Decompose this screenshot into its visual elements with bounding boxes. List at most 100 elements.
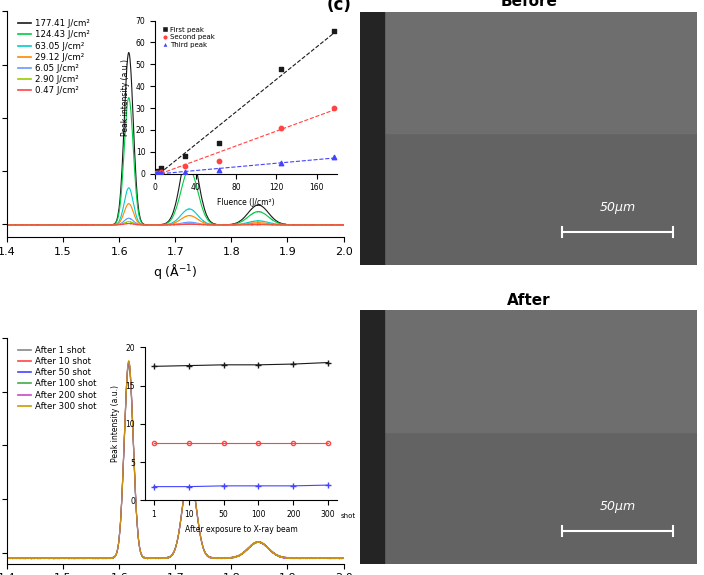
177.41 J/cm² — [296, 221, 305, 228]
177.41 J/cm² — [61, 221, 70, 228]
63.05 J/cm² — [61, 221, 70, 228]
Text: (c): (c) — [327, 0, 351, 14]
Bar — [360, 12, 384, 264]
29.12 J/cm² — [132, 216, 141, 223]
6.05 J/cm² — [125, 214, 133, 221]
After 1 shot — [296, 554, 305, 561]
2.90 J/cm² — [296, 221, 305, 228]
Line: 63.05 J/cm²: 63.05 J/cm² — [7, 187, 344, 225]
0.47 J/cm² — [125, 220, 133, 227]
2.90 J/cm² — [132, 221, 141, 228]
6.05 J/cm² — [32, 221, 41, 228]
6.05 J/cm² — [42, 221, 50, 228]
63.05 J/cm² — [333, 221, 341, 228]
124.43 J/cm² — [132, 191, 141, 198]
177.41 J/cm² — [42, 221, 50, 228]
124.43 J/cm² — [42, 221, 50, 228]
63.05 J/cm² — [296, 221, 305, 228]
After 100 shot — [61, 555, 70, 562]
After 200 shot — [3, 554, 11, 561]
After 1 shot — [3, 554, 11, 561]
6.05 J/cm² — [296, 221, 305, 228]
Bar — [360, 310, 384, 564]
63.05 J/cm² — [32, 221, 41, 228]
After 10 shot — [61, 555, 70, 562]
Line: After 100 shot: After 100 shot — [7, 363, 344, 559]
After 200 shot — [61, 554, 70, 561]
After 50 shot — [339, 554, 348, 561]
177.41 J/cm² — [32, 221, 41, 228]
Line: 29.12 J/cm²: 29.12 J/cm² — [7, 204, 344, 225]
After 50 shot — [132, 507, 141, 514]
After 50 shot — [146, 555, 155, 562]
After 300 shot — [21, 555, 30, 562]
After 1 shot — [49, 555, 58, 562]
0.47 J/cm² — [333, 221, 341, 228]
2.90 J/cm² — [42, 221, 50, 228]
0.47 J/cm² — [32, 221, 41, 228]
Text: 50μm: 50μm — [600, 201, 636, 214]
After 200 shot — [15, 555, 24, 562]
After 1 shot — [333, 555, 341, 562]
63.05 J/cm² — [3, 221, 11, 228]
After 50 shot — [296, 555, 305, 562]
After 10 shot — [339, 554, 348, 561]
Title: Before: Before — [501, 0, 557, 9]
After 1 shot — [61, 555, 70, 562]
After 10 shot — [42, 555, 50, 562]
29.12 J/cm² — [296, 221, 305, 228]
Legend: After 1 shot, After 10 shot, After 50 shot, After 100 shot, After 200 shot, Afte: After 1 shot, After 10 shot, After 50 sh… — [15, 343, 99, 414]
After 100 shot — [125, 359, 133, 366]
After 300 shot — [61, 555, 70, 562]
0.47 J/cm² — [61, 221, 70, 228]
124.43 J/cm² — [125, 94, 133, 101]
63.05 J/cm² — [146, 221, 155, 228]
Line: After 300 shot: After 300 shot — [7, 361, 344, 559]
After 300 shot — [146, 555, 155, 562]
After 200 shot — [296, 555, 305, 562]
6.05 J/cm² — [339, 221, 348, 228]
After 50 shot — [42, 555, 50, 562]
After 1 shot — [146, 554, 155, 561]
Line: 2.90 J/cm²: 2.90 J/cm² — [7, 221, 344, 225]
2.90 J/cm² — [125, 218, 133, 225]
Line: 0.47 J/cm²: 0.47 J/cm² — [7, 224, 344, 225]
Line: 177.41 J/cm²: 177.41 J/cm² — [7, 52, 344, 225]
Legend: 177.41 J/cm², 124.43 J/cm², 63.05 J/cm², 29.12 J/cm², 6.05 J/cm², 2.90 J/cm², 0.: 177.41 J/cm², 124.43 J/cm², 63.05 J/cm²,… — [15, 16, 93, 98]
After 50 shot — [333, 555, 341, 562]
After 100 shot — [333, 555, 341, 562]
After 300 shot — [132, 507, 141, 513]
63.05 J/cm² — [132, 213, 141, 220]
Line: After 200 shot: After 200 shot — [7, 361, 344, 559]
2.90 J/cm² — [61, 221, 70, 228]
0.47 J/cm² — [339, 221, 348, 228]
6.05 J/cm² — [146, 221, 155, 228]
After 10 shot — [132, 508, 141, 515]
6.05 J/cm² — [132, 220, 141, 227]
29.12 J/cm² — [339, 221, 348, 228]
After 300 shot — [333, 555, 341, 562]
Line: After 10 shot: After 10 shot — [7, 363, 344, 559]
0.47 J/cm² — [296, 221, 305, 228]
After 1 shot — [339, 554, 348, 561]
Title: After: After — [507, 293, 551, 308]
After 50 shot — [65, 555, 73, 562]
After 300 shot — [296, 554, 305, 561]
After 1 shot — [132, 508, 141, 515]
After 10 shot — [125, 359, 133, 366]
63.05 J/cm² — [339, 221, 348, 228]
After 300 shot — [125, 357, 133, 364]
29.12 J/cm² — [3, 221, 11, 228]
After 200 shot — [333, 555, 341, 562]
Line: 6.05 J/cm²: 6.05 J/cm² — [7, 218, 344, 225]
After 50 shot — [3, 554, 11, 561]
2.90 J/cm² — [333, 221, 341, 228]
177.41 J/cm² — [125, 49, 133, 56]
0.47 J/cm² — [146, 221, 155, 228]
124.43 J/cm² — [339, 221, 348, 228]
2.90 J/cm² — [32, 221, 41, 228]
Bar — [384, 12, 697, 133]
6.05 J/cm² — [3, 221, 11, 228]
After 10 shot — [333, 554, 341, 561]
29.12 J/cm² — [42, 221, 50, 228]
